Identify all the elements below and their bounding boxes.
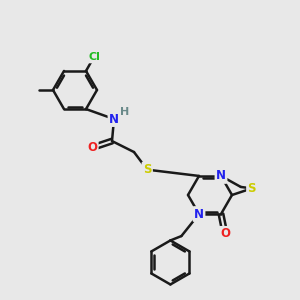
Text: N: N: [216, 169, 226, 182]
Text: S: S: [248, 182, 256, 195]
Text: H: H: [120, 107, 130, 117]
Text: N: N: [194, 208, 204, 220]
Text: Cl: Cl: [88, 52, 100, 62]
Text: S: S: [143, 163, 152, 176]
Text: O: O: [220, 227, 230, 240]
Text: O: O: [87, 141, 97, 154]
Text: N: N: [109, 112, 119, 126]
